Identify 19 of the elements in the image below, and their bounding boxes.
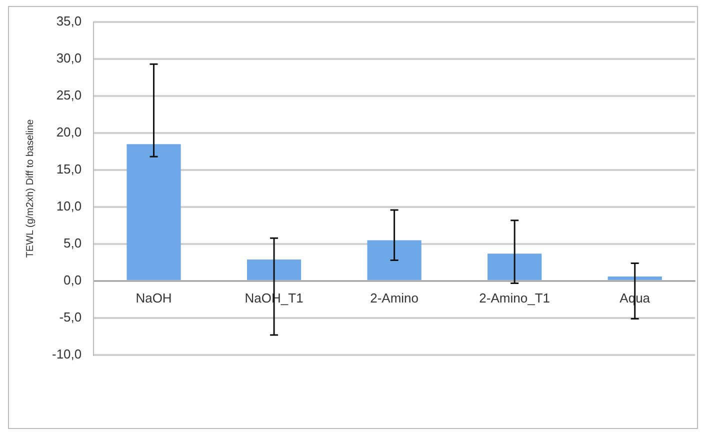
y-tick-label: 30,0 xyxy=(56,50,82,66)
x-tick-label: 2-Amino_T1 xyxy=(479,290,550,306)
y-tick-label: 25,0 xyxy=(56,88,82,103)
y-tick-label: -10,0 xyxy=(52,346,82,362)
y-tick-label: -5,0 xyxy=(59,310,82,325)
y-tick-label: 20,0 xyxy=(56,124,82,140)
bar xyxy=(488,254,542,280)
y-tick-label: 10,0 xyxy=(56,198,82,214)
y-tick-label: 15,0 xyxy=(56,162,82,177)
y-tick-label: 0,0 xyxy=(64,272,82,288)
bar xyxy=(246,260,302,280)
x-tick-label: NaOH xyxy=(136,290,172,306)
bar xyxy=(608,276,662,280)
y-tick-label: 5,0 xyxy=(64,236,82,251)
bar xyxy=(126,144,181,280)
y-axis-title: TEWL (g/m2xh) Diff to baseline xyxy=(24,118,36,258)
x-tick-label: 2-Amino xyxy=(370,290,419,306)
y-tick-label: 35,0 xyxy=(56,14,82,29)
bar xyxy=(367,240,422,280)
